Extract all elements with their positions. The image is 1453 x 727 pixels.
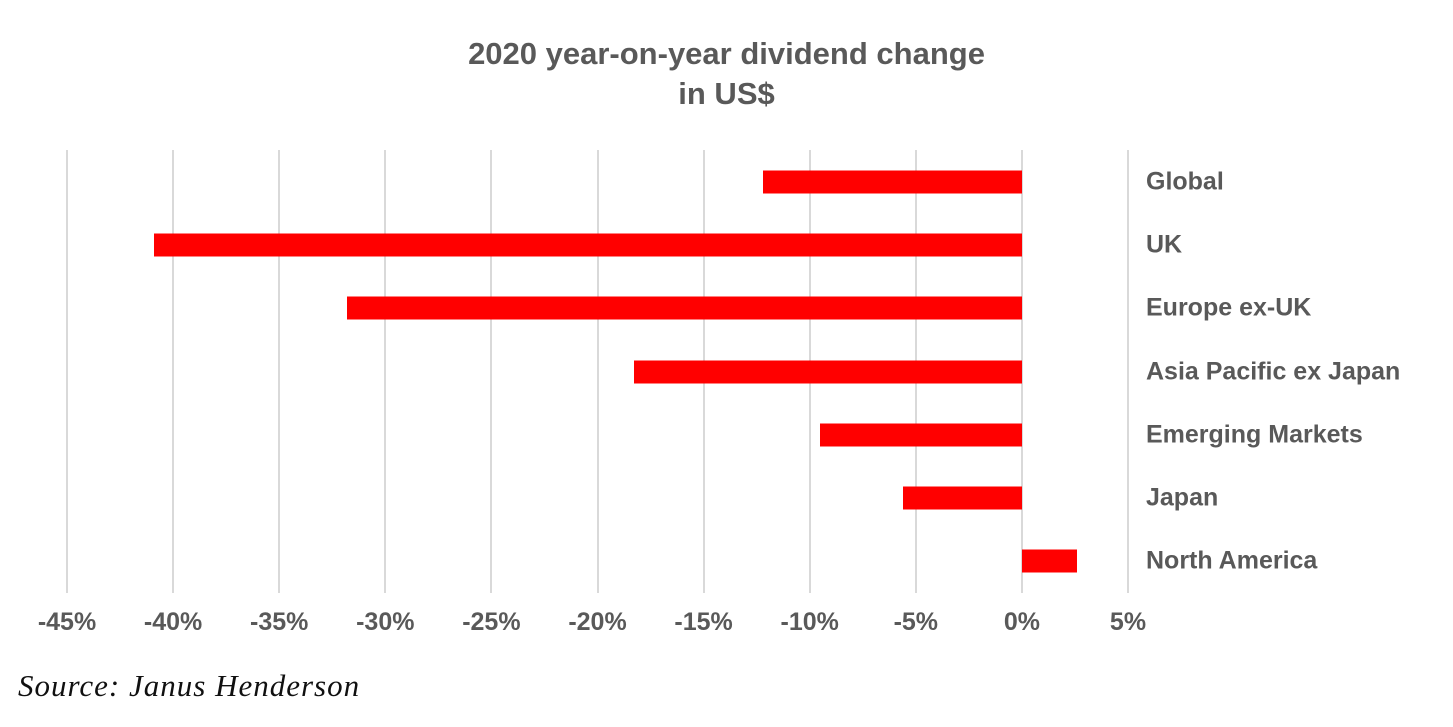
gridline--45pct [66,150,68,593]
source-caption: Source: Janus Henderson [18,668,361,703]
bar-europe-ex-uk [347,296,1022,320]
gridline--20pct [596,150,599,593]
category-labels: Global UK Europe ex-UK Asia Pacific ex Japa… [1146,150,1446,593]
x-tick-label: -35% [250,608,309,636]
category-label-asia-pacific-ex-japan: Asia Pacific ex Japan [1146,357,1401,385]
bar-japan [903,486,1022,510]
category-label-europe-ex-uk: Europe ex-UK [1146,293,1312,322]
gridline-5pct [1127,150,1129,593]
category-label-north-america: North America [1146,546,1318,575]
chart-title-line-1: 2020 year-on-year dividend change [468,36,985,71]
plot-area [66,150,1129,593]
bar-uk [154,233,1022,257]
x-tick-label: 0% [1003,608,1040,636]
x-tick-label: -20% [568,608,627,636]
chart-title: 2020 year-on-year dividend change in US$ [0,34,1453,114]
bar-north-america [1021,549,1078,573]
category-label-emerging-markets: Emerging Markets [1146,420,1363,449]
chart-title-line-2: in US$ [678,76,775,111]
x-tick-label: -10% [780,608,839,636]
x-tick-label: 5% [1109,608,1147,636]
x-tick-label: -30% [356,608,415,636]
bar-global [763,170,1022,194]
category-label-uk: UK [1146,230,1183,259]
x-tick-label: -45% [37,608,97,636]
x-axis: -45% -40% -35% -30% -25% -20% -15% -10% -5% 0% 5% [38,608,1146,644]
gridline--40pct [172,150,175,593]
category-label-japan: Japan [1146,483,1219,512]
bar-asia-pacific-ex-japan [633,360,1022,383]
category-label-global: Global [1146,167,1224,196]
bar-emerging-markets [820,423,1022,447]
x-tick-label: -5% [893,608,939,636]
x-tick-label: -25% [462,608,521,636]
gridline--35pct [278,150,281,593]
x-tick-label: -15% [674,608,733,636]
gridline--30pct [384,150,387,593]
gridline-0pct [1020,150,1023,593]
gridline--25pct [490,150,493,593]
x-tick-label: -40% [143,608,203,636]
